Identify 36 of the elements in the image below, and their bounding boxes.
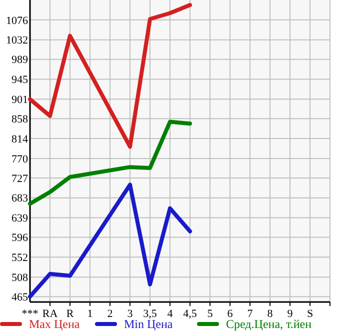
y-tick-label: 727 bbox=[12, 172, 28, 185]
y-tick-label: 858 bbox=[12, 113, 28, 126]
x-tick-label: 6 bbox=[227, 308, 234, 320]
legend-label: Min Цена bbox=[124, 317, 174, 331]
x-tick-label: S bbox=[306, 308, 314, 320]
x-tick-label: 9 bbox=[287, 308, 294, 320]
x-tick-label: RA bbox=[42, 308, 58, 320]
y-tick-label: 1032 bbox=[6, 34, 28, 47]
y-tick-label: 683 bbox=[12, 192, 28, 205]
x-tick-label: 7 bbox=[247, 308, 254, 320]
x-tick-label: 3,5 bbox=[143, 308, 158, 320]
x-tick-label: R bbox=[66, 308, 74, 320]
x-tick-label: *** bbox=[22, 308, 38, 320]
line-series bbox=[28, 182, 192, 299]
line-series bbox=[28, 120, 192, 206]
y-tick-label: 1076 bbox=[6, 14, 28, 27]
y-tick-label: 945 bbox=[12, 74, 28, 86]
x-tick-label: 3 bbox=[127, 308, 134, 320]
y-tick-label: 508 bbox=[12, 272, 28, 284]
x-tick-label: 1 bbox=[87, 308, 93, 320]
y-tick-label: 596 bbox=[12, 232, 28, 244]
x-tick-label: 4 bbox=[167, 308, 174, 320]
x-tick-label: 2 bbox=[107, 308, 113, 320]
y-tick-label: 639 bbox=[12, 212, 28, 225]
y-tick-label: 770 bbox=[12, 153, 28, 166]
y-tick-label: 552 bbox=[12, 252, 28, 264]
x-tick-label: 8 bbox=[267, 308, 274, 320]
y-tick-label: 989 bbox=[12, 54, 28, 66]
x-tick-label: 4,5 bbox=[183, 308, 198, 320]
x-tick-label: 5 bbox=[207, 308, 214, 320]
y-tick-label: 814 bbox=[12, 133, 28, 146]
y-tick-label: 901 bbox=[12, 94, 28, 106]
line-series bbox=[28, 2, 192, 149]
legend-label: Max Цена bbox=[29, 317, 80, 331]
legend-label: Сред.Цена, т.йен bbox=[226, 317, 312, 331]
y-tick-label: 465 bbox=[12, 291, 28, 304]
